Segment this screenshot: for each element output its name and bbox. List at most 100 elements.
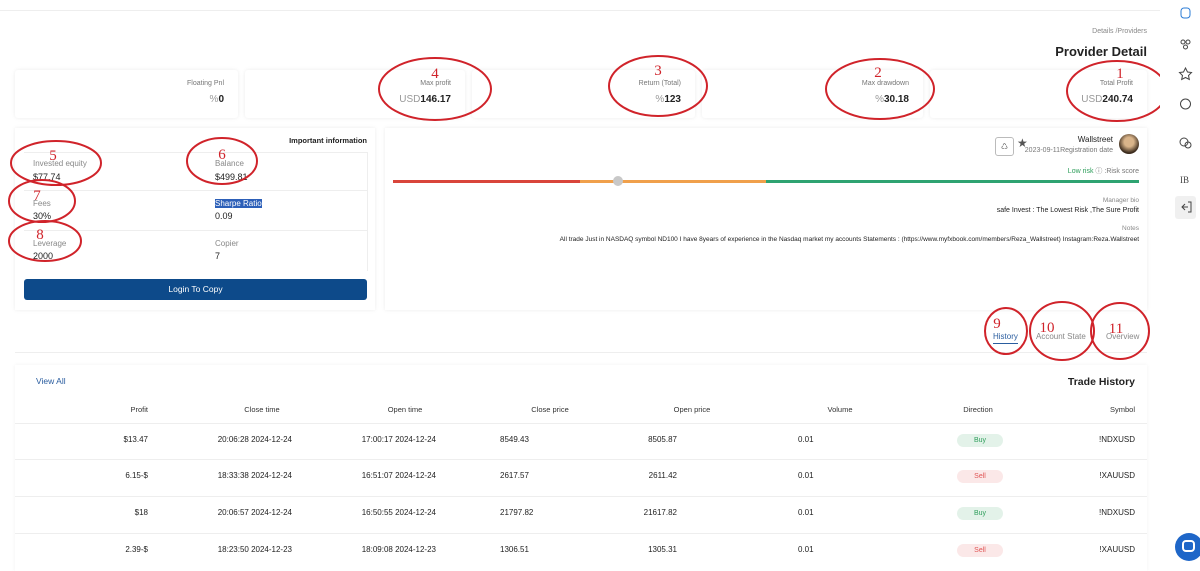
column-header: Profit (130, 405, 148, 414)
divider (24, 230, 367, 231)
info-label: Fees (33, 199, 51, 208)
tab[interactable]: Account State (1036, 332, 1086, 341)
stat-card: Max drawdown %30.18 (702, 70, 923, 118)
risk-label: Low risk ⓘ :Risk score (1067, 168, 1139, 175)
risk-level: Low risk (1067, 168, 1094, 175)
stat-label: Return (Total) (638, 80, 681, 87)
info-label: Invested equity (33, 159, 87, 168)
breadcrumb[interactable]: Details /Providers (1092, 28, 1147, 35)
row-divider (15, 533, 1147, 534)
view-all-link[interactable]: View All (36, 376, 66, 386)
annotation-number: 9 (993, 316, 1001, 332)
stat-card: Return (Total) %123 (472, 70, 695, 118)
top-border (0, 10, 1160, 11)
info-value: 0.09 (215, 211, 233, 221)
row-divider (15, 423, 1147, 424)
favorite-star[interactable]: ★ (1017, 136, 1028, 150)
stat-card: Total Profit USD240.74 (930, 70, 1147, 118)
table-cell: 2.39-$ (125, 545, 148, 554)
home-icon[interactable] (1180, 7, 1191, 19)
table-cell: 2611.42 (648, 471, 677, 480)
table-cell: 21617.82 (643, 508, 677, 517)
chat-icon (1182, 540, 1195, 552)
divider (24, 190, 367, 191)
table-cell: !NDXUSD (1098, 508, 1135, 517)
table-cell: $18 (134, 508, 148, 517)
info-label: Sharpe Ratio (215, 199, 262, 208)
notes-label: Notes (1122, 225, 1139, 232)
share-button[interactable]: ♺ (995, 137, 1014, 156)
stat-value: USD146.17 (399, 94, 451, 105)
direction-badge: Sell (957, 470, 1003, 483)
page-title: Provider Detail (1055, 44, 1147, 59)
tab[interactable]: History (993, 332, 1018, 344)
table-cell: 21797.82 (500, 508, 534, 517)
table-cell: 6.15-$ (125, 471, 148, 480)
table-cell: 16:51:07 2024-12-24 (361, 471, 436, 480)
table-cell: 18:09:08 2024-12-23 (361, 545, 436, 554)
table-cell: !NDXUSD (1098, 435, 1135, 444)
table-cell: 17:00:17 2024-12-24 (361, 435, 436, 444)
stat-unit: % (875, 94, 884, 105)
stat-number: 240.74 (1102, 94, 1133, 105)
history-panel (15, 365, 1147, 571)
stat-number: 123 (664, 94, 681, 105)
table-cell: 16:50:55 2024-12-24 (361, 508, 436, 517)
help-icon[interactable] (1180, 98, 1191, 110)
stat-label: Total Profit (1099, 80, 1133, 87)
info-value: 2000 (33, 251, 54, 261)
stat-card: Max profit USD146.17 (245, 70, 465, 118)
direction-badge: Buy (957, 507, 1003, 520)
column-header: Close time (244, 405, 280, 414)
risk-bar-red (393, 180, 580, 183)
info-label: Balance (215, 159, 244, 168)
section-title: Trade History (1067, 376, 1135, 388)
info-value: 7 (215, 251, 221, 261)
annotation-circle (1090, 302, 1150, 360)
stat-value: %0 (210, 94, 224, 105)
risk-bar-green (766, 180, 1139, 183)
stat-number: 146.17 (420, 94, 451, 105)
sidebar (1160, 0, 1200, 571)
stat-label: Floating Pnl (187, 80, 224, 87)
sidebar-icons (1175, 7, 1200, 561)
table-cell: !XAUUSD (1099, 545, 1135, 554)
info-label: Copier (215, 239, 239, 248)
column-header: Close price (531, 405, 569, 414)
stat-label: Max drawdown (861, 80, 909, 87)
ib-icon[interactable]: IB (1180, 175, 1189, 185)
info-value: $499.81 (215, 172, 248, 182)
stat-value: %30.18 (875, 94, 909, 105)
chat-button[interactable] (1175, 533, 1200, 561)
risk-bar-orange (580, 180, 766, 183)
risk-knob (613, 176, 623, 186)
group-icon[interactable] (1180, 39, 1186, 45)
column-header: Open time (387, 405, 423, 414)
info-label: Leverage (33, 239, 67, 248)
table-cell: 0.01 (798, 435, 814, 444)
stat-value: USD240.74 (1081, 94, 1133, 105)
annotation-circle (984, 307, 1028, 355)
table-cell: 18:33:38 2024-12-24 (217, 471, 292, 480)
table-cell: 0.01 (798, 545, 814, 554)
column-header: Symbol (1109, 405, 1135, 414)
stat-unit: % (655, 94, 665, 105)
tab[interactable]: Overview (1106, 332, 1140, 341)
risk-score: :Risk score (1104, 168, 1139, 175)
stat-unit: USD (1081, 94, 1103, 105)
column-header: Direction (963, 405, 993, 414)
login-button[interactable]: Login To Copy (24, 279, 367, 300)
divider (15, 352, 1147, 353)
row-divider (15, 459, 1147, 460)
stat-number: 0 (218, 94, 224, 105)
table-cell: 18:23:50 2024-12-23 (217, 545, 292, 554)
bio: safe Invest : The Lowest Risk ,The Sure … (996, 207, 1139, 214)
stat-unit: % (209, 94, 219, 105)
profile-panel (385, 128, 1147, 310)
table-cell: 20:06:57 2024-12-24 (217, 508, 292, 517)
logout-icon[interactable] (1181, 201, 1192, 213)
star-icon[interactable] (1178, 66, 1193, 81)
direction-badge: Buy (957, 434, 1003, 447)
stat-value: %123 (655, 94, 681, 105)
